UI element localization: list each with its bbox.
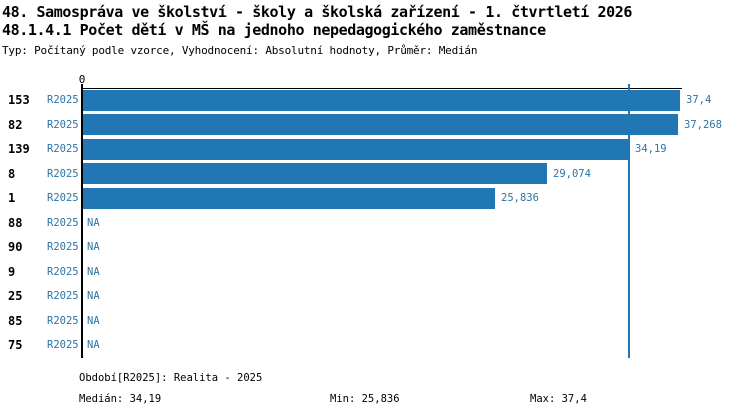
row-period-label: R2025 [47,339,79,352]
bar-na-label: NA [87,339,100,352]
row-period-label: R2025 [47,143,79,156]
bar-na-label: NA [87,216,100,229]
median-reference-line [628,84,630,358]
row-count-label: 9 [8,264,16,279]
row-period-label: R2025 [47,216,79,229]
value-bar [83,163,547,184]
row-period-label: R2025 [47,290,79,303]
chart-row: 153 R2025 37,4 [0,88,750,113]
row-count-label: 88 [8,215,23,230]
value-bar [83,138,629,160]
row-count-label: 1 [8,191,16,206]
value-bar [83,89,680,111]
bar-na-label: NA [87,265,100,278]
x-axis-line [82,88,682,89]
footer-median-stat: Medián: 34,19 [79,393,162,405]
value-bar [83,114,678,135]
row-period-label: R2025 [47,192,79,205]
chart-row: 88 R2025 NA [0,211,750,236]
row-period-label: R2025 [47,167,79,180]
chart-row: 75 R2025 NA [0,333,750,358]
bar-value-label: 34,19 [635,143,667,156]
chart-subtitle: 48.1.4.1 Počet dětí v MŠ na jednoho nepe… [2,21,546,39]
bar-value-label: 29,074 [553,167,591,180]
bar-value-label: 25,836 [501,192,539,205]
footer-max-stat: Max: 37,4 [530,393,587,405]
row-period-label: R2025 [47,94,79,107]
chart-meta-info: Typ: Počítaný podle vzorce, Vyhodnocení:… [2,44,478,57]
row-period-label: R2025 [47,265,79,278]
footer-period-label: Období[R2025]: Realita - 2025 [79,372,263,384]
row-count-label: 8 [8,166,16,181]
row-count-label: 85 [8,313,23,328]
x-axis-zero-tick-label: 0 [78,73,86,86]
chart-row: 90 R2025 NA [0,235,750,260]
chart-row: 139 R2025 34,19 [0,137,750,162]
row-count-label: 25 [8,289,23,304]
chart-title: 48. Samospráva ve školství - školy a ško… [2,3,633,21]
row-period-label: R2025 [47,118,79,131]
row-period-label: R2025 [47,241,79,254]
chart-row: 85 R2025 NA [0,309,750,334]
row-count-label: 139 [8,142,30,157]
bar-na-label: NA [87,241,100,254]
footer-min-stat: Min: 25,836 [330,393,400,405]
chart-row: 82 R2025 37,268 [0,113,750,138]
chart-row: 25 R2025 NA [0,284,750,309]
value-bar [83,187,495,209]
bar-value-label: 37,4 [686,94,712,107]
chart-row: 9 R2025 NA [0,260,750,285]
row-count-label: 82 [8,117,23,132]
row-count-label: 90 [8,240,23,255]
row-count-label: 153 [8,93,30,108]
bar-na-label: NA [87,290,100,303]
y-axis-line [81,84,83,358]
row-count-label: 75 [8,338,23,353]
chart-row: 1 R2025 25,836 [0,186,750,211]
row-period-label: R2025 [47,314,79,327]
chart-row: 8 R2025 29,074 [0,162,750,187]
bar-value-label: 37,268 [684,118,722,131]
bar-na-label: NA [87,314,100,327]
